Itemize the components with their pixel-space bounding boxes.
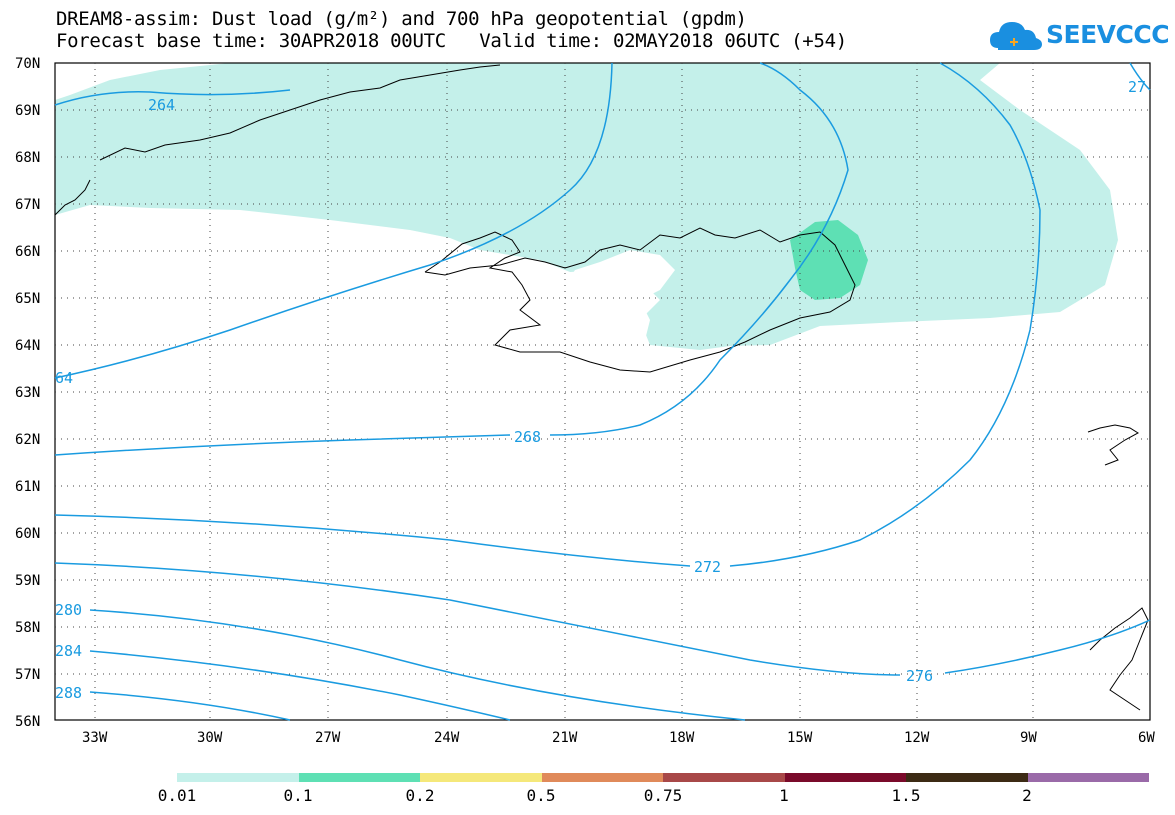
lon-label: 9W	[1020, 730, 1037, 746]
lat-label: 66N	[15, 244, 40, 260]
inland-clear-area	[560, 250, 675, 350]
lon-label: 18W	[669, 730, 695, 746]
contour-264-south	[54, 62, 613, 379]
colorbar-label: 0.01	[157, 786, 197, 805]
contour-label-264-south: 64	[55, 369, 73, 387]
forecast-time-line: Forecast base time: 30APR2018 00UTC Vali…	[56, 30, 847, 52]
lat-label: 65N	[15, 291, 40, 307]
colorbar-segment	[420, 773, 542, 782]
contour-label-284: 284	[55, 642, 82, 660]
contour-label-280: 280	[55, 601, 82, 619]
colorbar-segment	[906, 773, 1028, 782]
contour-label-268: 268	[514, 428, 541, 446]
graticule	[55, 63, 1150, 720]
cloud-icon	[990, 22, 1042, 50]
colorbar-label: 0.75	[643, 786, 683, 805]
lat-label: 67N	[15, 197, 40, 213]
lat-label: 70N	[15, 56, 40, 72]
dust-area-mid	[790, 220, 868, 300]
contour-label-288: 288	[55, 684, 82, 702]
lat-label: 62N	[15, 432, 40, 448]
colorbar-label: 0.5	[526, 786, 556, 805]
lat-label: 61N	[15, 479, 40, 495]
scotland-coast	[1089, 607, 1149, 711]
lon-label: 24W	[434, 730, 460, 746]
contour-264-north	[54, 89, 291, 106]
colorbar-segment	[541, 773, 663, 782]
contour-label-264-north: 264	[148, 96, 175, 114]
colorbar-label: 2	[1022, 786, 1032, 805]
lat-label: 68N	[15, 150, 40, 166]
colorbar-label: 1.5	[891, 786, 921, 805]
contour-label-272: 272	[694, 558, 721, 576]
lon-label: 21W	[552, 730, 578, 746]
logo-text: SEEVCCC	[1046, 20, 1170, 49]
lat-label: 60N	[15, 526, 40, 542]
colorbar-label: 0.1	[283, 786, 313, 805]
lat-label: 63N	[15, 385, 40, 401]
geopotential-contours	[54, 62, 1151, 721]
map-title: DREAM8-assim: Dust load (g/m²) and 700 h…	[56, 8, 747, 30]
faroe-islands	[1087, 424, 1139, 466]
contour-280	[89, 609, 746, 721]
longitude-labels: 33W 30W 27W 24W 21W 18W 15W 12W 9W 6W	[82, 730, 1155, 746]
colorbar-segment	[298, 773, 420, 782]
lat-label: 57N	[15, 667, 40, 683]
lat-label: 64N	[15, 338, 40, 354]
lon-label: 15W	[787, 730, 813, 746]
iceland-coast	[424, 227, 856, 373]
contour-27x-corner	[1129, 62, 1151, 91]
contour-276	[54, 562, 1151, 676]
lon-label: 27W	[315, 730, 341, 746]
contour-label-27-corner: 27	[1128, 78, 1146, 96]
lat-label: 58N	[15, 620, 40, 636]
contour-284	[89, 650, 511, 721]
contour-label-276: 276	[906, 667, 933, 685]
colorbar-segment	[177, 773, 299, 782]
colorbar-segment	[784, 773, 906, 782]
greenland-coast-west	[54, 179, 91, 216]
colorbar-segment	[663, 773, 785, 782]
lat-label: 56N	[15, 714, 40, 730]
greenland-coast	[99, 64, 501, 161]
contour-268	[54, 62, 849, 456]
latitude-labels: 70N 69N 68N 67N 66N 65N 64N 63N 62N 61N …	[15, 56, 40, 730]
lon-label: 6W	[1138, 730, 1155, 746]
lon-label: 12W	[904, 730, 930, 746]
contour-272	[54, 62, 1041, 567]
coastlines	[54, 64, 1149, 711]
lat-label: 69N	[15, 103, 40, 119]
lon-label: 30W	[197, 730, 223, 746]
contour-288	[89, 691, 291, 721]
colorbar-label: 0.2	[405, 786, 435, 805]
lat-label: 59N	[15, 573, 40, 589]
lon-label: 33W	[82, 730, 108, 746]
colorbar-segment	[1027, 773, 1149, 782]
colorbar	[177, 773, 1149, 782]
colorbar-label: 1	[779, 786, 789, 805]
